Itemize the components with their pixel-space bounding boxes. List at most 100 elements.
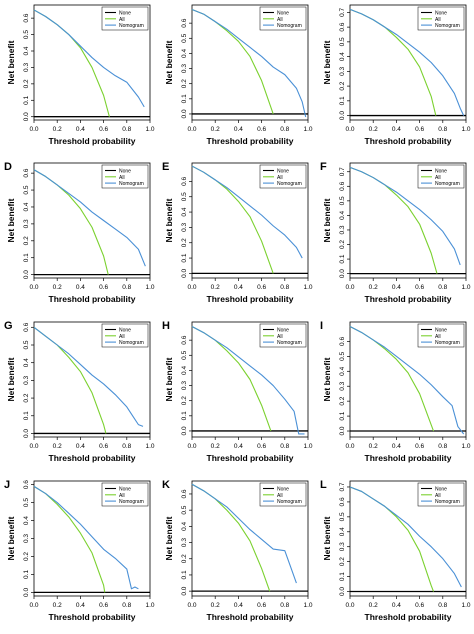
x-tick-label: 0.0 (187, 602, 196, 609)
legend-entry: All (435, 493, 441, 499)
x-tick-label: 0.2 (53, 443, 62, 450)
x-tick-label: 0.4 (234, 443, 243, 450)
x-tick-label: 0.0 (187, 126, 196, 133)
chart-panel-1: 0.0 0.2 0.4 0.6 0.8 1.0 0.0 0.1 0.2 0.3 0.4 0.5 0.6 T… (6, 4, 155, 146)
x-tick-label: 0.0 (345, 126, 354, 133)
y-tick-label: 0.3 (23, 534, 30, 543)
legend-entry: Nomogram (119, 181, 144, 187)
x-axis-title: Threshold probability (365, 453, 452, 463)
x-tick-label: 0.2 (211, 126, 220, 133)
y-tick-label: 0.4 (339, 527, 346, 536)
y-axis-title: Net benefit (6, 516, 16, 560)
y-tick-label: 0.3 (23, 63, 30, 72)
x-axis-title: Threshold probability (365, 136, 452, 146)
y-tick-label: 0.2 (339, 557, 346, 566)
y-axis-title: Net benefit (6, 198, 16, 242)
y-tick-label: 0.2 (181, 238, 188, 247)
x-tick-label: 0.0 (29, 443, 38, 450)
x-axis-title: Threshold probability (49, 294, 136, 304)
x-tick-label: 0.8 (122, 284, 131, 291)
y-tick-label: 0.5 (181, 350, 188, 359)
series-line-nomogram (191, 483, 297, 584)
x-tick-label: 0.8 (438, 284, 447, 291)
legend-entry: None (119, 487, 131, 493)
plot-frame (349, 162, 467, 279)
x-tick-label: 1.0 (303, 602, 312, 609)
y-axis-title: Net benefit (6, 40, 16, 84)
series-line-nomogram (349, 325, 465, 435)
x-tick-label: 1.0 (303, 284, 312, 291)
x-tick-label: 1.0 (461, 126, 470, 133)
plot-frame (191, 480, 309, 597)
x-tick-label: 0.2 (369, 284, 378, 291)
y-tick-label: 0.1 (181, 570, 188, 579)
y-tick-label: 0.6 (23, 322, 30, 331)
x-axis-title: Threshold probability (207, 612, 294, 622)
y-tick-label: 0.0 (181, 269, 188, 278)
y-tick-label: 0.2 (181, 79, 188, 88)
y-tick-label: 0.6 (181, 335, 188, 344)
legend-entry: All (119, 17, 125, 23)
series-line-nomogram (191, 9, 307, 118)
x-tick-label: 0.4 (392, 284, 401, 291)
plot-frame (349, 321, 467, 438)
x-tick-label: 0.0 (187, 284, 196, 291)
x-tick-label: 0.4 (76, 284, 85, 291)
x-tick-label: 0.8 (438, 126, 447, 133)
y-tick-label: 0.6 (339, 497, 346, 506)
x-tick-label: 0.8 (122, 126, 131, 133)
y-tick-label: 0.3 (181, 223, 188, 232)
y-tick-label: 0.0 (181, 426, 188, 435)
x-tick-label: 0.6 (99, 443, 108, 450)
y-tick-label: 0.6 (181, 489, 188, 498)
chart-panel-4: D 0.0 0.2 0.4 0.6 0.8 1.0 0.0 0.1 0.2 0.3 0.4 0.5 0.6… (4, 161, 155, 304)
x-tick-label: 0.8 (280, 126, 289, 133)
x-tick-label: 0.4 (76, 602, 85, 609)
chart-panel-6: F 0.0 0.2 0.4 0.6 0.8 1.0 0.0 0.1 0.2 0.3 0.4 0.5 0.6… (320, 161, 471, 304)
x-tick-label: 0.2 (53, 602, 62, 609)
x-tick-label: 0.0 (187, 443, 196, 450)
plot-frame (33, 321, 151, 438)
y-tick-label: 0.5 (339, 351, 346, 360)
x-tick-label: 0.8 (280, 602, 289, 609)
x-tick-label: 0.8 (122, 602, 131, 609)
legend-entry: None (435, 487, 447, 493)
y-tick-label: 0.4 (23, 516, 30, 525)
y-tick-label: 0.1 (181, 253, 188, 262)
x-tick-label: 0.0 (29, 126, 38, 133)
legend-entry: All (435, 334, 441, 340)
chart-panel-3: 0.0 0.2 0.4 0.6 0.8 1.0 0.0 0.1 0.2 0.3 0.4 0.5 0.6 0… (322, 4, 471, 146)
x-tick-label: 0.4 (392, 126, 401, 133)
y-tick-label: 0.1 (23, 253, 30, 262)
y-tick-label: 0.5 (339, 512, 346, 521)
x-tick-label: 1.0 (461, 284, 470, 291)
x-tick-label: 0.4 (392, 443, 401, 450)
legend-entry: None (277, 328, 289, 334)
legend-entry: All (435, 17, 441, 23)
y-tick-label: 0.0 (339, 269, 346, 278)
y-tick-label: 0.0 (339, 587, 346, 596)
y-tick-label: 0.0 (23, 112, 30, 121)
x-tick-label: 1.0 (145, 602, 154, 609)
legend-entry: None (277, 11, 289, 17)
x-tick-label: 0.6 (257, 284, 266, 291)
y-tick-label: 0.4 (181, 521, 188, 530)
panel-label: G (4, 320, 13, 332)
legend-entry: All (277, 334, 283, 340)
x-tick-label: 0.0 (345, 602, 354, 609)
y-axis-title: Net benefit (164, 357, 174, 401)
y-tick-label: 0.1 (181, 94, 188, 103)
x-tick-label: 0.6 (257, 602, 266, 609)
y-tick-label: 0.6 (23, 13, 30, 22)
x-tick-label: 0.6 (99, 602, 108, 609)
x-axis-title: Threshold probability (49, 612, 136, 622)
legend-entry: Nomogram (277, 23, 302, 29)
y-tick-label: 0.5 (181, 505, 188, 514)
chart-panel-12: L 0.0 0.2 0.4 0.6 0.8 1.0 0.0 0.1 0.2 0.3 0.4 0.5 0.6… (320, 479, 471, 622)
x-axis-title: Threshold probability (365, 294, 452, 304)
x-tick-label: 0.4 (392, 602, 401, 609)
panel-label: H (162, 320, 170, 332)
y-tick-label: 0.5 (23, 185, 30, 194)
y-tick-label: 0.5 (23, 30, 30, 39)
y-tick-label: 0.7 (339, 482, 346, 491)
